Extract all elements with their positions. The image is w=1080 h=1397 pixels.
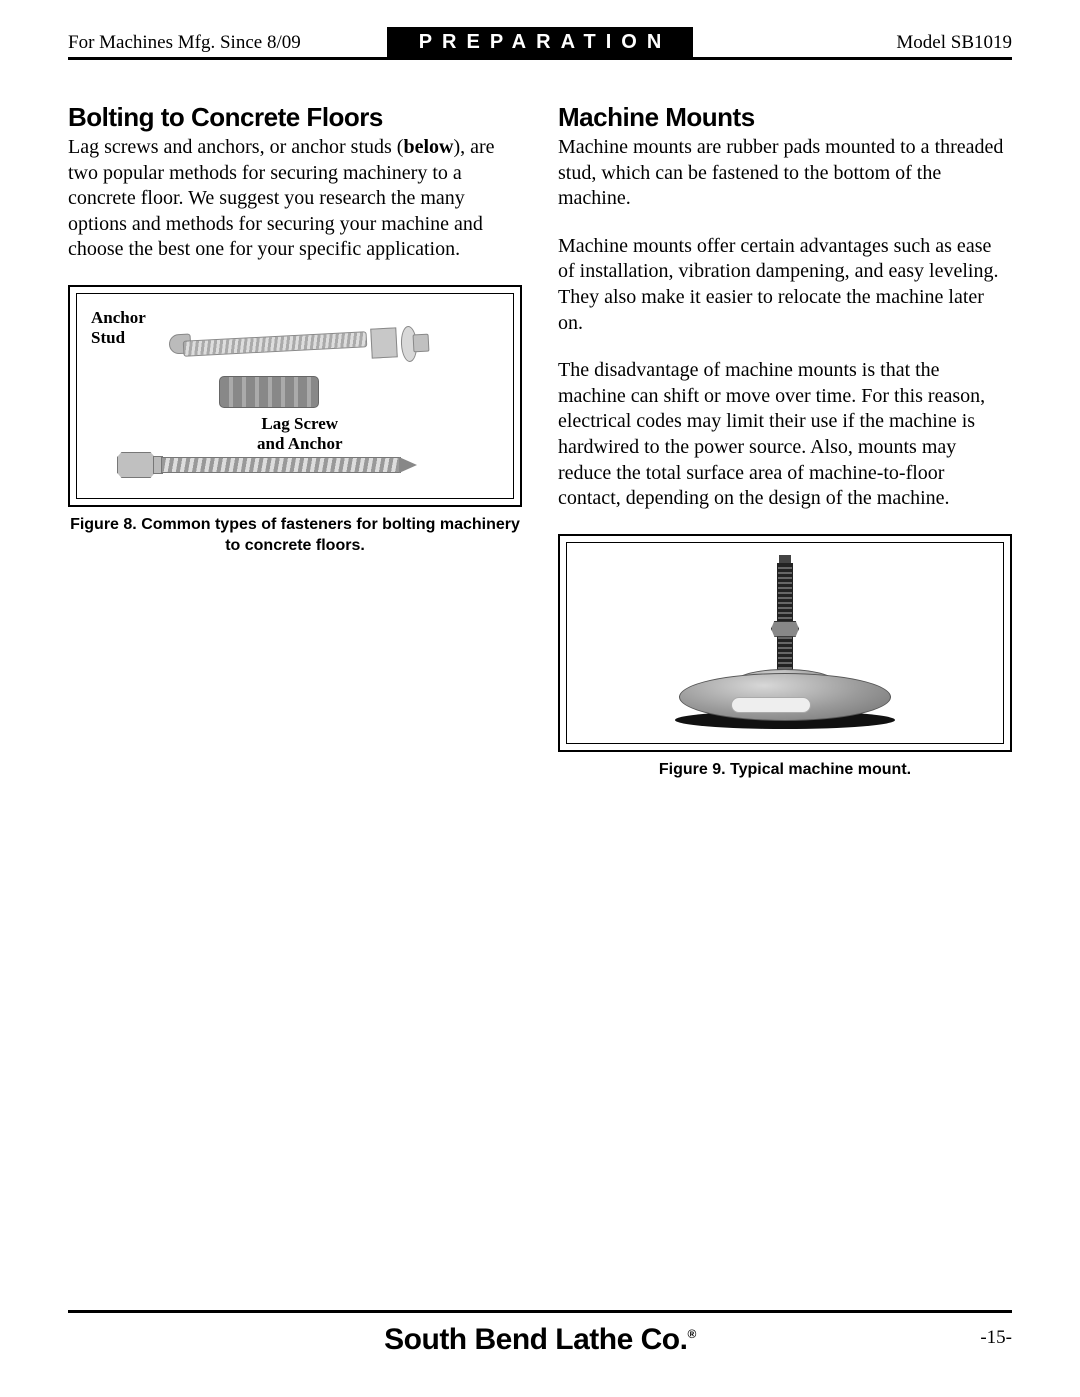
- para-bolting-bold: below: [403, 136, 453, 158]
- header-model: Model SB1019: [693, 32, 1012, 54]
- label-lag-l1: Lag Screw: [261, 414, 338, 433]
- footer-company-name: South Bend Lathe Co.: [384, 1323, 687, 1356]
- figure-9-caption: Figure 9. Typical machine mount.: [558, 760, 1012, 781]
- header-bar: For Machines Mfg. Since 8/09 PREPARATION…: [68, 28, 1012, 60]
- para-bolting: Lag screws and anchors, or anchor studs …: [68, 135, 522, 263]
- header-left: For Machines Mfg. Since 8/09: [68, 32, 387, 54]
- left-column: Bolting to Concrete Floors Lag screws an…: [68, 102, 522, 781]
- machine-mount-icon: [675, 549, 895, 729]
- anchor-stud-icon: [169, 316, 429, 372]
- para-mounts-2: Machine mounts offer certain advantages …: [558, 234, 1012, 336]
- para-mounts-3: The disadvantage of machine mounts is th…: [558, 358, 1012, 512]
- footer-company: South Bend Lathe Co.®: [68, 1323, 1012, 1357]
- figure-8-illustration: Anchor Stud Lag Screw and Anchor: [76, 293, 514, 499]
- header-section-title: PREPARATION: [387, 27, 694, 59]
- label-anchor-stud-l2: Stud: [91, 328, 125, 347]
- figure-8-caption: Figure 8. Common types of fasteners for …: [68, 515, 522, 557]
- para-bolting-pre: Lag screws and anchors, or anchor studs …: [68, 136, 403, 158]
- footer-reg-mark: ®: [687, 1327, 695, 1341]
- heading-bolting: Bolting to Concrete Floors: [68, 102, 522, 133]
- para-mounts-1: Machine mounts are rubber pads mounted t…: [558, 135, 1012, 212]
- label-lag-screw: Lag Screw and Anchor: [257, 414, 343, 453]
- figure-9-box: [558, 534, 1012, 752]
- anchor-sleeve-icon: [219, 376, 319, 408]
- label-anchor-stud: Anchor Stud: [91, 308, 146, 347]
- label-anchor-stud-l1: Anchor: [91, 308, 146, 327]
- footer: South Bend Lathe Co.® -15-: [68, 1310, 1012, 1357]
- footer-page-number: -15-: [980, 1327, 1012, 1349]
- figure-9-illustration: [566, 542, 1004, 744]
- heading-mounts: Machine Mounts: [558, 102, 1012, 133]
- figure-8-box: Anchor Stud Lag Screw and Anchor: [68, 285, 522, 507]
- lag-screw-icon: [117, 450, 417, 480]
- right-column: Machine Mounts Machine mounts are rubber…: [558, 102, 1012, 781]
